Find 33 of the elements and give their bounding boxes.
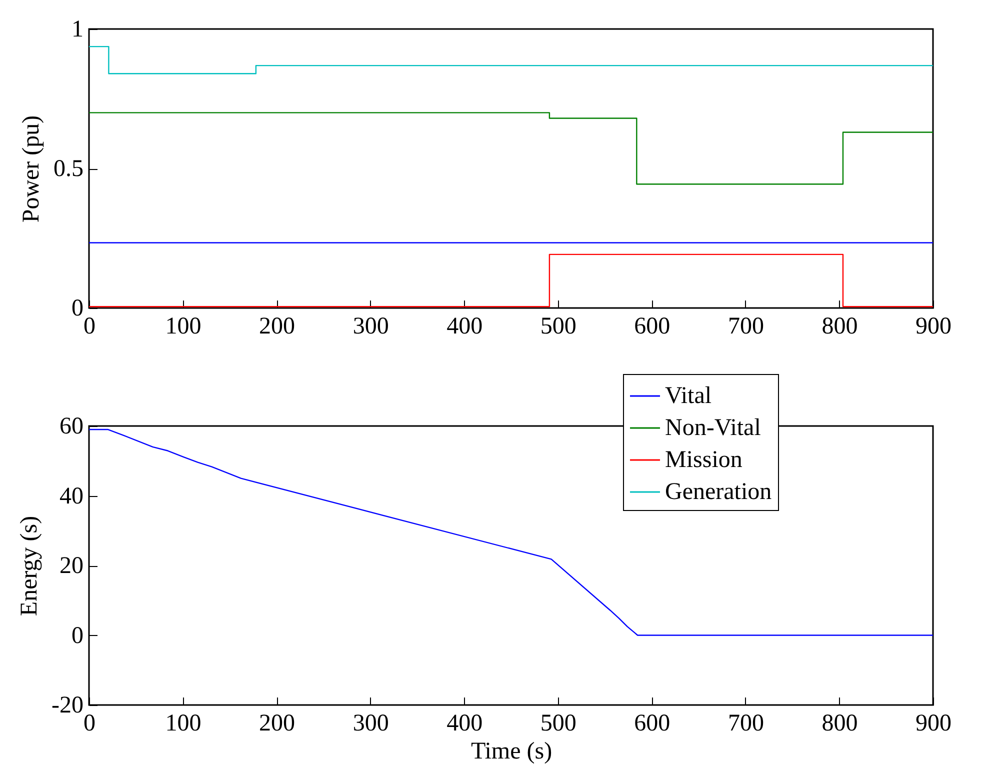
x-tick-label: 100 xyxy=(165,710,202,736)
y-tick-label: 0 xyxy=(72,622,84,649)
x-tick-label: 800 xyxy=(822,314,858,340)
y-axis-title: Power (pu) xyxy=(18,115,44,223)
x-tick-label: 100 xyxy=(165,314,202,340)
y-tick-label: 0 xyxy=(72,296,84,322)
x-tick-label: 200 xyxy=(259,314,296,340)
x-tick-label: 400 xyxy=(446,710,483,736)
legend-label: Vital xyxy=(665,383,712,409)
x-tick-label: 500 xyxy=(540,710,576,736)
y-axis-title: Energy (s) xyxy=(16,516,43,616)
x-tick-label: 400 xyxy=(446,314,483,340)
x-tick-label: 700 xyxy=(728,710,764,736)
y-tick-label: 1 xyxy=(72,16,84,42)
x-tick-label: 900 xyxy=(916,314,952,340)
x-tick-label: 600 xyxy=(634,710,670,736)
y-tick-label: 60 xyxy=(60,414,84,440)
x-tick-label: 800 xyxy=(822,710,858,736)
x-tick-label: 200 xyxy=(259,710,296,736)
x-axis-title: Time (s) xyxy=(470,738,552,764)
x-tick-label: 300 xyxy=(352,314,389,340)
y-tick-label: 40 xyxy=(60,483,84,510)
y-tick-label: 0.5 xyxy=(54,156,84,182)
x-tick-label: 500 xyxy=(540,314,576,340)
legend-label: Non-Vital xyxy=(665,415,762,441)
y-tick-label: 20 xyxy=(60,553,84,579)
x-tick-label: 900 xyxy=(916,710,952,736)
x-tick-label: 600 xyxy=(634,314,670,340)
x-tick-label: 700 xyxy=(728,314,764,340)
legend-label: Mission xyxy=(665,447,742,473)
x-tick-label: 300 xyxy=(352,710,389,736)
legend-label: Generation xyxy=(665,479,772,505)
y-tick-label: -20 xyxy=(52,692,84,718)
